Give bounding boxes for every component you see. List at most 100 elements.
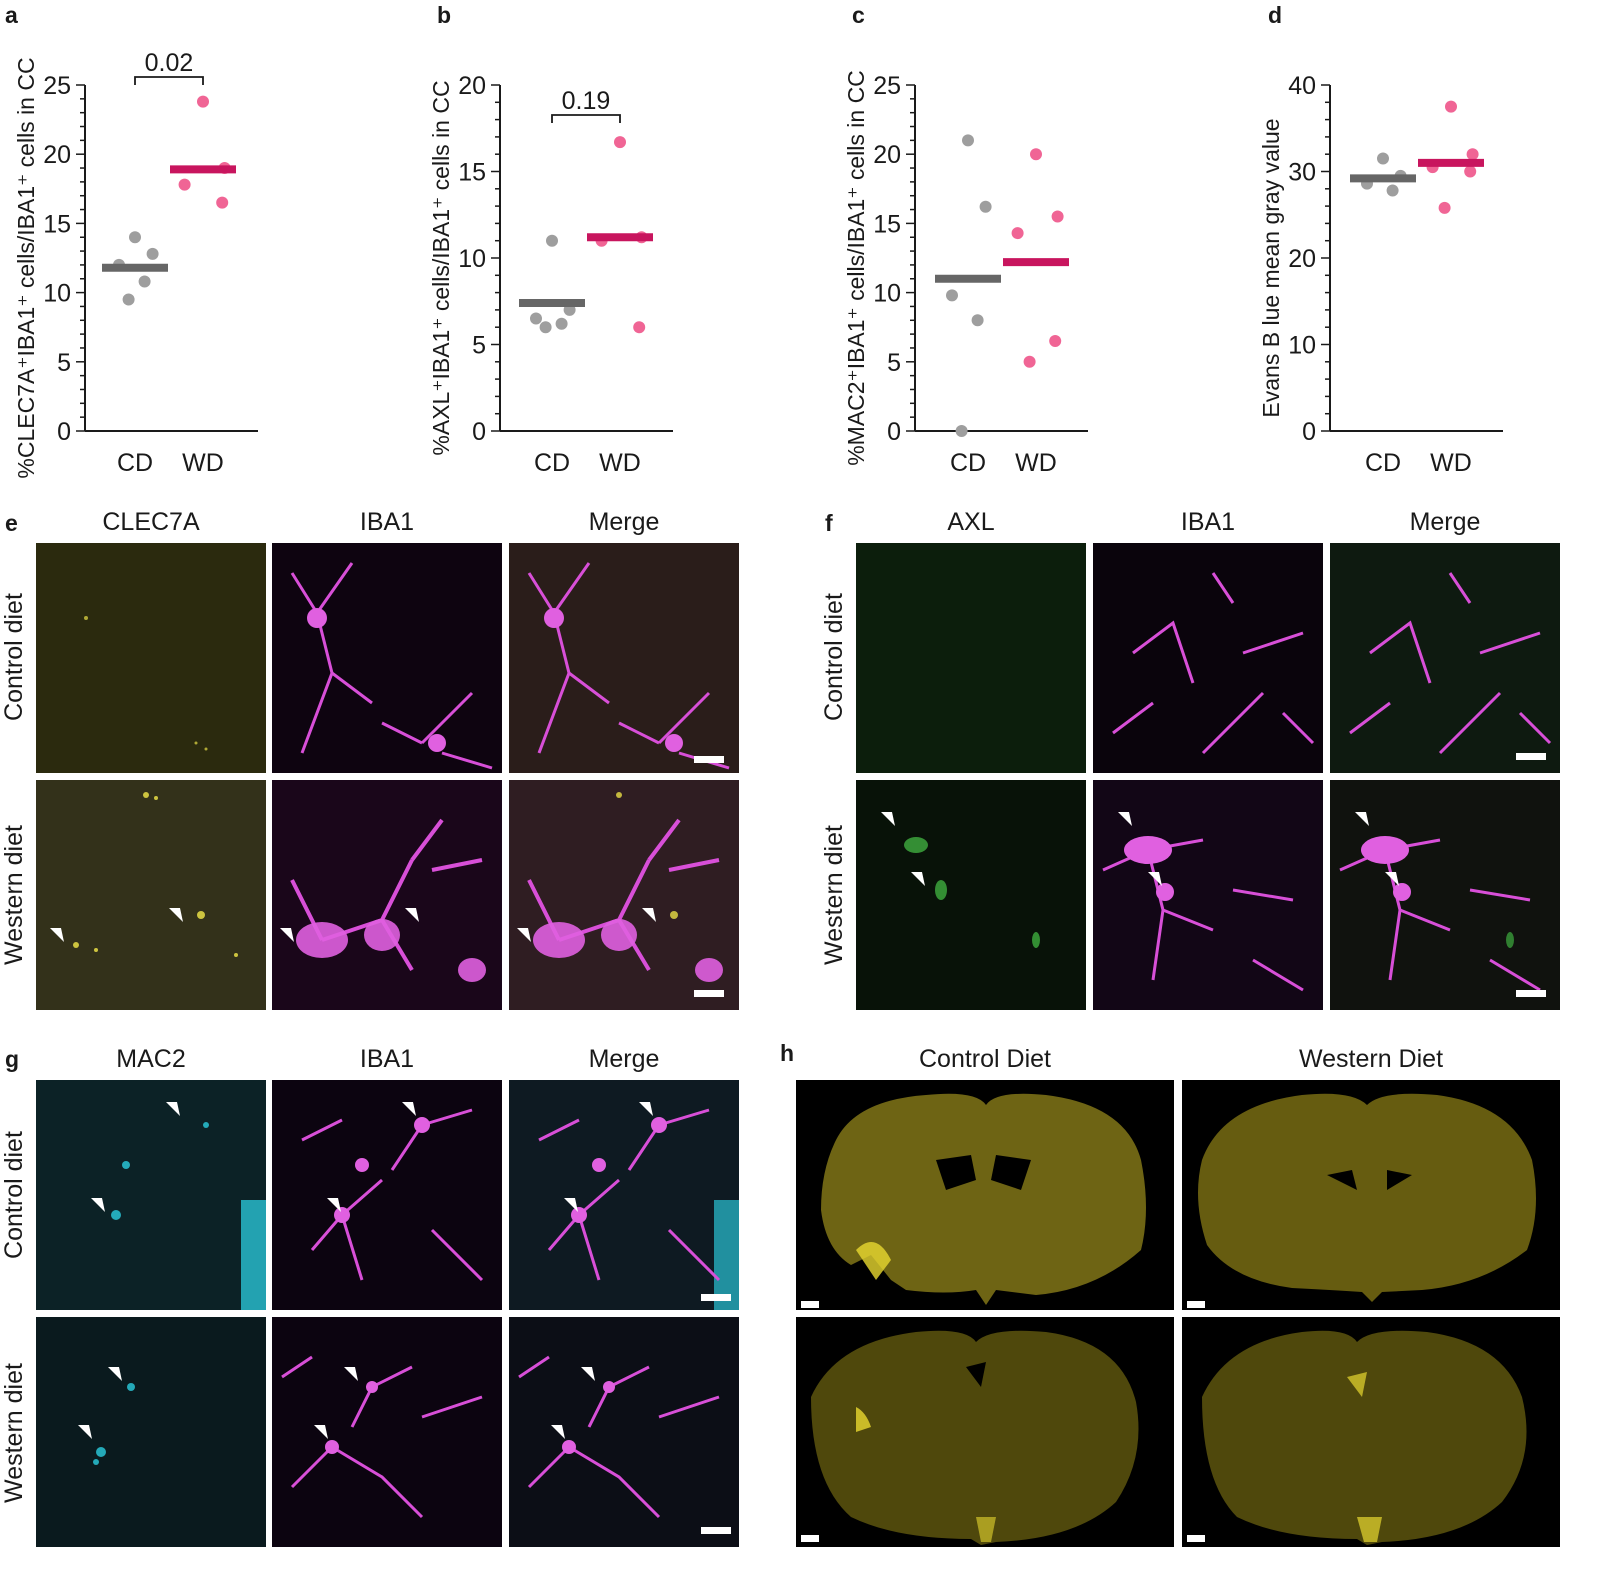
panel-f-row-2: Western diet: [820, 825, 848, 965]
panel-f-col-3: Merge: [1409, 508, 1481, 536]
y-tick-label: 15: [43, 210, 71, 238]
scale-bar: [1516, 990, 1546, 997]
data-point: [1049, 335, 1062, 348]
data-point: [1023, 355, 1036, 368]
chart-d-svg: 0 10 20 30 40 CD WD Evans B lue mean gray value: [1258, 72, 1503, 477]
y-tick-label: 15: [873, 210, 901, 238]
data-point: [946, 289, 958, 302]
brain-section-control-1: [796, 1080, 1174, 1310]
panel-letter-f: f: [825, 510, 833, 536]
x-tick-label: CD: [117, 449, 153, 477]
scale-bar: [701, 1527, 731, 1534]
micrograph-e-iba1-control: [272, 543, 502, 773]
panel-letter-c: c: [852, 2, 865, 28]
brain-section-western-1: [1182, 1080, 1560, 1310]
micrograph-e-clec7a-control: [36, 543, 266, 773]
scale-bar: [1516, 753, 1546, 760]
y-tick-label: 25: [43, 72, 71, 100]
y-tick-label: 10: [43, 280, 71, 308]
data-point: [1377, 152, 1389, 165]
micrograph-f-iba1-control: [1093, 543, 1323, 773]
y-tick-label: 10: [458, 245, 486, 273]
y-tick-label: 20: [43, 141, 71, 169]
panel-letter-d: d: [1268, 2, 1283, 28]
chart-a-svg: 0 5 10 15 20 25 CD WD %CLEC7A⁺IBA1⁺ cells/IBA1⁺ …: [13, 49, 258, 479]
chart-c: 0 5 10 15 20 25 CD WD %MAC2⁺IBA1⁺ cells/IBA1⁺ ce…: [840, 0, 1260, 490]
data-point: [971, 314, 984, 327]
data-point: [1466, 148, 1479, 161]
micrograph-f-axl-western: [856, 780, 1086, 1010]
data-point: [146, 247, 159, 260]
y-tick-label: 0: [57, 418, 71, 446]
y-axis-label: Evans B lue mean gray value: [1258, 118, 1284, 417]
data-point: [138, 275, 151, 288]
panel-g-row-2: Western diet: [0, 1363, 28, 1503]
data-point: [197, 95, 209, 108]
data-point: [1051, 210, 1064, 223]
scale-bar: [694, 990, 724, 997]
panel-f-col-1: AXL: [947, 508, 995, 536]
data-point: [122, 293, 135, 306]
data-point: [979, 200, 992, 213]
scale-bar: [801, 1535, 819, 1542]
data-point: [539, 321, 552, 334]
y-tick-label: 10: [1288, 332, 1316, 360]
data-point: [178, 178, 191, 191]
data-point: [1438, 201, 1451, 214]
brain-section-control-2: [796, 1317, 1174, 1547]
data-point: [530, 312, 542, 325]
micrograph-e-merge-control: [509, 543, 739, 773]
chart-a: 0 5 10 15 20 25 CD WD %CLEC7A⁺IBA1⁺ cells/IBA1⁺ …: [0, 0, 420, 490]
micrograph-f-merge-control: [1330, 543, 1560, 773]
scale-bar: [701, 1294, 731, 1301]
data-point: [546, 234, 558, 247]
y-tick-label: 15: [458, 159, 486, 187]
y-axis-label: %AXL⁺IBA1⁺ cells/IBA1⁺ cells in CC: [428, 80, 454, 455]
micrograph-g-merge-control: [509, 1080, 739, 1310]
micrograph-g-iba1-western: [272, 1317, 502, 1547]
data-point: [555, 317, 568, 330]
x-tick-label: CD: [950, 449, 986, 477]
y-axis-label: %CLEC7A⁺IBA1⁺ cells/IBA1⁺ cells in CC: [13, 57, 39, 478]
panel-g-col-2: IBA1: [359, 1045, 415, 1073]
scale-bar: [1187, 1535, 1205, 1542]
panel-e-col-3: Merge: [588, 508, 660, 536]
panel-f-col-2: IBA1: [1180, 508, 1236, 536]
y-axis-label: %MAC2⁺IBA1⁺ cells/IBA1⁺ cells in CC: [843, 70, 869, 466]
x-tick-label: WD: [599, 449, 641, 477]
panel-g-row-1: Control diet: [0, 1131, 28, 1259]
panel-g-col-1: MAC2: [116, 1045, 186, 1073]
data-point: [1386, 184, 1399, 197]
brain-section-western-2: [1182, 1317, 1560, 1547]
data-point: [1464, 165, 1477, 178]
data-point: [962, 134, 974, 147]
x-tick-label: CD: [1365, 449, 1401, 477]
panel-h-col-1: Control Diet: [919, 1045, 1051, 1073]
chart-d: 0 10 20 30 40 CD WD Evans B lue mean gray value: [1258, 0, 1600, 490]
y-tick-label: 40: [1288, 72, 1316, 100]
micrograph-g-mac2-control: [36, 1080, 266, 1310]
chart-b: 0 5 10 15 20 CD WD %AXL⁺IBA1⁺ cells/IBA1⁺ cells…: [420, 0, 840, 490]
y-tick-label: 10: [873, 280, 901, 308]
x-tick-label: WD: [182, 449, 224, 477]
x-tick-label: CD: [534, 449, 570, 477]
data-point: [216, 196, 229, 209]
scale-bar: [694, 756, 724, 763]
panel-letter-b: b: [437, 2, 452, 28]
micrograph-e-merge-western: [509, 780, 739, 1010]
micrograph-e-iba1-western: [272, 780, 502, 1010]
panel-letter-g: g: [5, 1046, 20, 1072]
micrograph-f-axl-control: [856, 543, 1086, 773]
y-tick-label: 5: [472, 332, 486, 360]
y-tick-label: 25: [873, 72, 901, 100]
p-value-label: 0.19: [562, 87, 611, 115]
y-tick-label: 5: [887, 349, 901, 377]
micrograph-f-iba1-western: [1093, 780, 1323, 1010]
p-value-label: 0.02: [145, 49, 194, 77]
panel-letter-h: h: [780, 1040, 795, 1066]
data-point: [955, 425, 968, 437]
panel-e-row-2: Western diet: [0, 825, 28, 965]
y-tick-label: 20: [873, 141, 901, 169]
panel-h-col-2: Western Diet: [1298, 1045, 1444, 1073]
chart-b-svg: 0 5 10 15 20 CD WD %AXL⁺IBA1⁺ cells/IBA1⁺ cells…: [428, 72, 673, 477]
